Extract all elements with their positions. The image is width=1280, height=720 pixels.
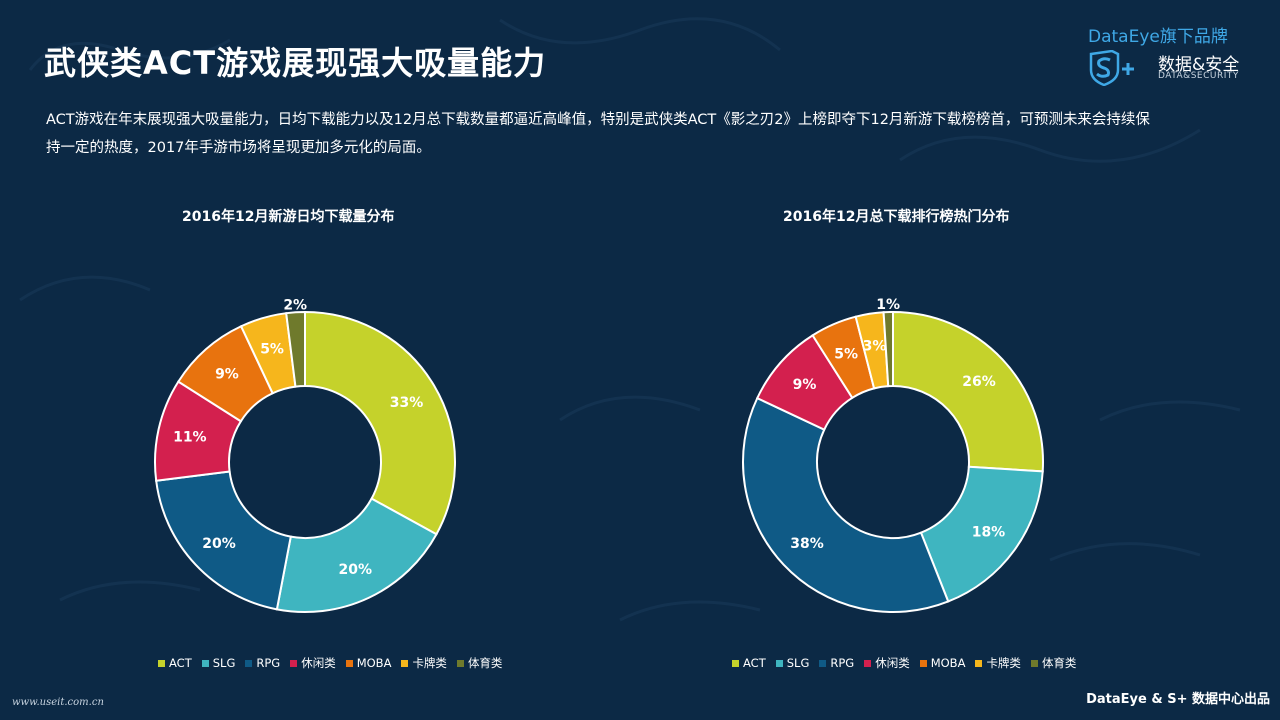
legend-swatch xyxy=(919,659,927,667)
chart-2-label-1: 26% xyxy=(962,374,996,390)
page-title: 武侠类ACT游戏展现强大吸量能力 xyxy=(44,44,547,82)
chart-2-label-7: 1% xyxy=(876,297,900,313)
chart-2-legend-item-3: RPG xyxy=(819,655,854,671)
legend-swatch xyxy=(1030,659,1038,667)
chart-1-label-3: 20% xyxy=(202,536,236,552)
chart-1-legend-item-2: SLG xyxy=(201,655,236,671)
brand-block: DataEye旗下品牌 数据&安全 DATA&SECURITY xyxy=(1088,20,1268,90)
chart-1-slice-1 xyxy=(304,310,456,536)
chart-1-title: 2016年12月新游日均下载量分布 xyxy=(182,209,395,225)
chart-2-label-5: 5% xyxy=(834,347,858,363)
legend-label: 体育类 xyxy=(1041,656,1077,670)
legend-label: 休闲类 xyxy=(301,656,336,670)
legend-label: RPG xyxy=(830,656,855,670)
chart-2-slice-1 xyxy=(892,310,1044,473)
chart-1-legend-item-4: 休闲类 xyxy=(290,655,336,671)
chart-1-label-5: 9% xyxy=(215,366,239,382)
legend-swatch xyxy=(201,659,209,667)
legend-label: 体育类 xyxy=(467,656,503,670)
chart-2-legend-item-2: SLG xyxy=(775,655,810,671)
legend-swatch xyxy=(819,659,827,667)
legend-label: SLG xyxy=(212,656,236,670)
chart-2-slice-7 xyxy=(882,310,894,388)
chart-2-label-3: 38% xyxy=(790,536,824,552)
chart-2-label-6: 3% xyxy=(863,338,887,354)
chart-1-legend-item-7: 体育类 xyxy=(456,655,503,671)
legend-label: 休闲类 xyxy=(875,656,910,670)
chart-2-legend-item-7: 体育类 xyxy=(1030,655,1077,671)
chart-2-label-2: 18% xyxy=(972,524,1006,540)
legend-swatch xyxy=(975,659,983,667)
chart-1-slice-7 xyxy=(285,310,306,388)
chart-2-label-4: 9% xyxy=(793,377,817,393)
legend-label: RPG xyxy=(256,656,281,670)
legend-swatch xyxy=(732,659,739,667)
legend-swatch xyxy=(345,659,353,667)
legend-label: MOBA xyxy=(930,656,966,670)
chart-1-slice-3 xyxy=(155,470,292,611)
legend-swatch xyxy=(456,659,464,667)
legend-swatch xyxy=(245,659,253,667)
legend-swatch xyxy=(290,659,298,667)
brand-tagline: DataEye旗下品牌 xyxy=(1088,27,1228,47)
legend-label: ACT xyxy=(169,656,192,670)
chart-2-legend-item-1: ACT xyxy=(732,655,766,671)
chart-1-legend-item-1: ACT xyxy=(158,655,192,671)
chart-2-legend-item-4: 休闲类 xyxy=(864,655,910,671)
chart-1-label-1: 33% xyxy=(390,395,424,411)
chart-1-label-7: 2% xyxy=(283,297,307,313)
legend-label: 卡牌类 xyxy=(412,656,447,670)
chart-1-legend: ACT SLG RPG 休闲类 MOBA 卡牌类 体育类 xyxy=(158,655,502,671)
legend-swatch xyxy=(775,659,783,667)
chart-1-legend-item-6: 卡牌类 xyxy=(401,655,447,671)
legend-label: 卡牌类 xyxy=(986,656,1021,670)
footer-source: DataEye & S+ 数据中心出品 xyxy=(1086,692,1270,707)
legend-label: MOBA xyxy=(356,656,392,670)
chart-2-slice-3 xyxy=(742,396,950,613)
chart-1-label-4: 11% xyxy=(173,429,207,445)
brand-cn-label: 数据&安全 xyxy=(1158,55,1240,75)
shield-s-plus-logo-icon xyxy=(1089,50,1134,86)
chart-1-label-6: 5% xyxy=(260,342,284,358)
legend-label: ACT xyxy=(743,656,766,670)
brand-en-label: DATA&SECURITY xyxy=(1158,71,1239,81)
chart-2-legend-item-6: 卡牌类 xyxy=(975,655,1021,671)
chart-2-legend: ACT SLG RPG 休闲类 MOBA 卡牌类 体育类 xyxy=(732,655,1076,671)
chart-2-title: 2016年12月总下载排行榜热门分布 xyxy=(783,209,1010,225)
chart-1-slice-2 xyxy=(275,497,438,613)
chart-2-slice-2 xyxy=(919,465,1044,603)
site-watermark: www.useit.com.cn xyxy=(12,697,104,708)
chart-1-label-2: 20% xyxy=(338,562,372,578)
legend-swatch xyxy=(158,659,165,667)
legend-swatch xyxy=(864,659,872,667)
chart-2-legend-item-5: MOBA xyxy=(919,655,966,671)
chart-1-legend-item-3: RPG xyxy=(245,655,280,671)
legend-swatch xyxy=(401,659,409,667)
description-text: ACT游戏在年末展现强大吸量能力，日均下载能力以及12月总下载数量都逼近高峰值，… xyxy=(46,112,1150,156)
chart-1-legend-item-5: MOBA xyxy=(345,655,392,671)
legend-label: SLG xyxy=(786,656,810,670)
